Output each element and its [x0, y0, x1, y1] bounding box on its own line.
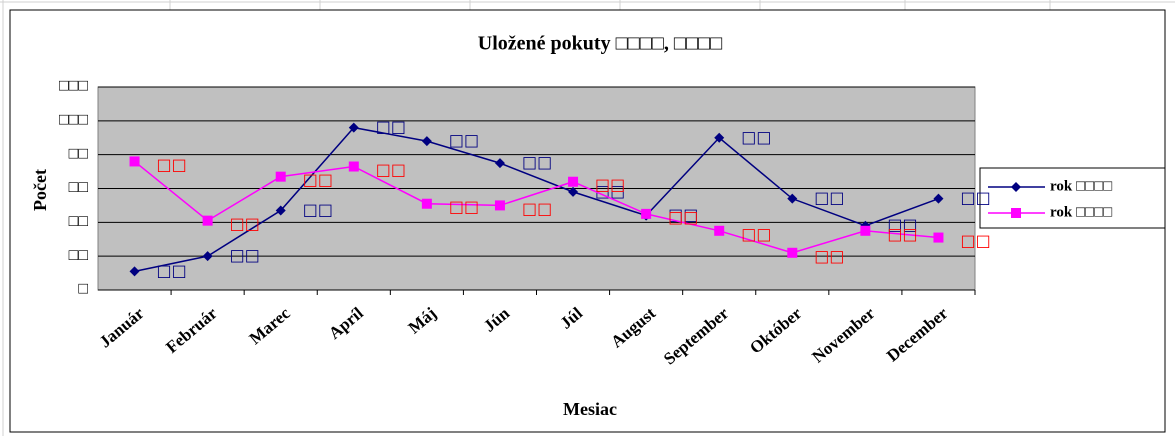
marker: [421, 136, 432, 147]
y-axis-label: Počet: [30, 169, 50, 211]
data-label: □□: [741, 127, 771, 146]
marker: [348, 122, 359, 133]
data-label: □□: [303, 200, 333, 219]
marker: [714, 225, 725, 236]
marker: [787, 247, 798, 258]
y-tick-label: □□: [69, 247, 89, 264]
data-label: □□: [960, 188, 990, 207]
chart-title: Uložené pokuty □□□□, □□□□: [478, 33, 722, 55]
data-label: □□: [157, 155, 187, 174]
data-label: □□: [376, 160, 406, 179]
data-label: □□: [814, 246, 844, 265]
marker: [787, 193, 798, 204]
marker: [860, 225, 871, 236]
legend-label: rok □□□□: [1050, 178, 1112, 194]
legend-marker: [1011, 208, 1021, 218]
marker: [494, 158, 505, 169]
data-label: □□: [522, 199, 552, 218]
data-label: □□: [303, 170, 333, 189]
legend-marker: [1011, 182, 1021, 192]
legend-label: rok □□□□: [1050, 204, 1112, 220]
y-tick-label: □□□: [59, 78, 88, 95]
series-line: [134, 126, 939, 273]
data-label: □□: [522, 153, 552, 172]
data-label: □□: [376, 117, 406, 136]
data-label: □□: [887, 215, 917, 234]
data-label: □□: [230, 246, 260, 265]
legend: [979, 167, 1166, 229]
marker: [421, 198, 432, 209]
marker: [568, 176, 579, 187]
y-tick-label: □□: [69, 145, 89, 162]
data-label: □□: [814, 188, 844, 207]
x-axis-label: Mesiac: [563, 399, 617, 419]
y-tick-label: □□: [69, 213, 89, 230]
marker: [641, 208, 652, 219]
marker: [714, 132, 725, 143]
marker: [348, 161, 359, 172]
marker: [202, 215, 213, 226]
marker: [275, 205, 286, 216]
y-tick-label: □□□: [59, 112, 88, 129]
data-label: □□: [595, 175, 625, 194]
data-label: □□: [449, 197, 479, 216]
marker: [933, 232, 944, 243]
data-label: □□: [741, 224, 771, 243]
marker: [202, 251, 213, 262]
marker: [568, 186, 579, 197]
marker: [933, 193, 944, 204]
data-label: □□: [595, 181, 625, 200]
data-label: □□: [668, 207, 698, 226]
data-label: □□: [887, 224, 917, 243]
marker: [275, 171, 286, 182]
y-tick-label: □: [78, 281, 88, 298]
marker: [494, 200, 505, 211]
data-label: □□: [157, 261, 187, 280]
data-label: □□: [668, 205, 698, 224]
series-line: [134, 160, 939, 254]
data-label: □□: [449, 131, 479, 150]
y-tick-label: □□: [69, 179, 89, 196]
data-label: □□: [960, 231, 990, 250]
marker: [129, 266, 140, 277]
data-label: □□: [230, 214, 260, 233]
marker: [129, 156, 140, 167]
